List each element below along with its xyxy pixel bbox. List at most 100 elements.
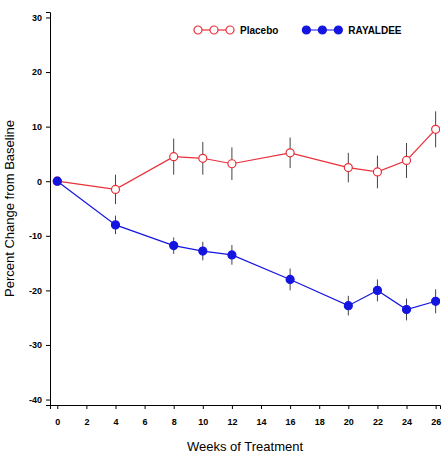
x-tick: 20 (344, 405, 354, 427)
x-tick: 16 (286, 405, 296, 427)
chart: 02468101214161820222426-40-30-20-1001020… (0, 0, 448, 461)
plot: 02468101214161820222426-40-30-20-1001020… (29, 13, 441, 428)
point (228, 160, 236, 168)
x-tick: 24 (402, 405, 412, 427)
legend-label: RAYALDEE (348, 25, 401, 36)
point (403, 305, 411, 313)
y-tick-label: -20 (29, 286, 42, 296)
y-axis-line (46, 13, 51, 406)
point (228, 251, 236, 259)
x-tick-label: 4 (113, 417, 118, 427)
x-tick-label: 18 (315, 417, 325, 427)
series (53, 111, 439, 204)
x-tick: 22 (373, 405, 383, 427)
y-tick: 0 (37, 177, 50, 187)
point (111, 221, 119, 229)
y-axis-title: Percent Change from Baseline (2, 120, 17, 297)
y-tick-label: 0 (37, 177, 42, 187)
y-tick-label: 20 (32, 67, 42, 77)
y-axis: -40 -30 -20 -10 0 10 20 30 (29, 13, 51, 406)
x-tick-mark (319, 405, 320, 409)
point (432, 297, 440, 305)
y-tick: -40 (29, 395, 50, 405)
legend-marker (194, 26, 202, 34)
y-tick-label: -10 (29, 231, 42, 241)
x-axis-title: Weeks of Treatment (187, 439, 303, 454)
x-tick-mark (348, 405, 349, 409)
x-axis-line (51, 406, 441, 410)
y-tick: -20 (29, 286, 50, 296)
point (286, 149, 294, 157)
x-axis: 02468101214161820222426 (51, 405, 442, 427)
x-tick-label: 6 (143, 417, 148, 427)
x-tick-mark (86, 405, 87, 409)
x-tick-mark (377, 405, 378, 409)
point (344, 164, 352, 172)
x-tick-label: 12 (227, 417, 237, 427)
x-tick-label: 10 (198, 417, 208, 427)
point (199, 247, 207, 255)
x-tick-label: 2 (84, 417, 89, 427)
x-tick-mark (407, 405, 408, 409)
point (403, 156, 411, 164)
x-tick: 0 (55, 405, 60, 427)
y-tick: -10 (29, 231, 50, 241)
marks (53, 111, 439, 320)
y-tick-label: 30 (32, 13, 42, 23)
point (373, 286, 381, 294)
y-tick-mark (46, 290, 50, 291)
x-tick: 2 (84, 405, 89, 427)
point (199, 154, 207, 162)
x-tick-label: 0 (55, 417, 60, 427)
x-tick-mark (145, 405, 146, 409)
y-tick-mark (46, 17, 50, 18)
x-tick-label: 8 (172, 417, 177, 427)
y-tick-mark (46, 72, 50, 73)
y-tick: 10 (32, 122, 50, 132)
legend-marker (210, 26, 218, 34)
x-tick: 8 (172, 405, 177, 427)
legend-marker (334, 26, 342, 34)
x-tick-mark (261, 405, 262, 409)
y-tick-label: -40 (29, 395, 42, 405)
legend-item: Placebo (194, 25, 278, 36)
point (111, 185, 119, 193)
y-tick-label: 10 (32, 122, 42, 132)
point (53, 177, 61, 185)
legend-marker (302, 26, 310, 34)
x-tick-label: 16 (286, 417, 296, 427)
x-tick: 18 (315, 405, 325, 427)
y-tick-mark (46, 345, 50, 346)
x-tick-label: 26 (431, 417, 441, 427)
x-tick-label: 20 (344, 417, 354, 427)
x-tick-mark (203, 405, 204, 409)
x-tick-mark (232, 405, 233, 409)
y-tick-mark (46, 400, 50, 401)
legend-marker (318, 26, 326, 34)
y-tick-mark (46, 236, 50, 237)
x-tick-mark (174, 405, 175, 409)
x-tick: 4 (113, 405, 118, 427)
y-tick: 30 (32, 13, 50, 23)
series (53, 177, 439, 320)
x-tick: 12 (227, 405, 237, 427)
x-tick: 26 (431, 405, 441, 427)
legend-item: RAYALDEE (302, 25, 401, 36)
x-tick: 14 (256, 405, 266, 427)
point (344, 302, 352, 310)
point (170, 242, 178, 250)
point (53, 177, 61, 185)
series-line (57, 181, 435, 309)
y-tick: 20 (32, 67, 50, 77)
legend-marker (226, 26, 234, 34)
point (432, 125, 440, 133)
x-tick-label: 14 (256, 417, 266, 427)
x-tick-mark (436, 405, 437, 409)
y-tick: -30 (29, 340, 50, 350)
x-tick: 6 (143, 405, 148, 427)
legend-label: Placebo (240, 25, 278, 36)
x-tick-mark (57, 405, 58, 409)
x-tick-label: 22 (373, 417, 383, 427)
x-tick-mark (115, 405, 116, 409)
y-tick-label: -30 (29, 340, 42, 350)
